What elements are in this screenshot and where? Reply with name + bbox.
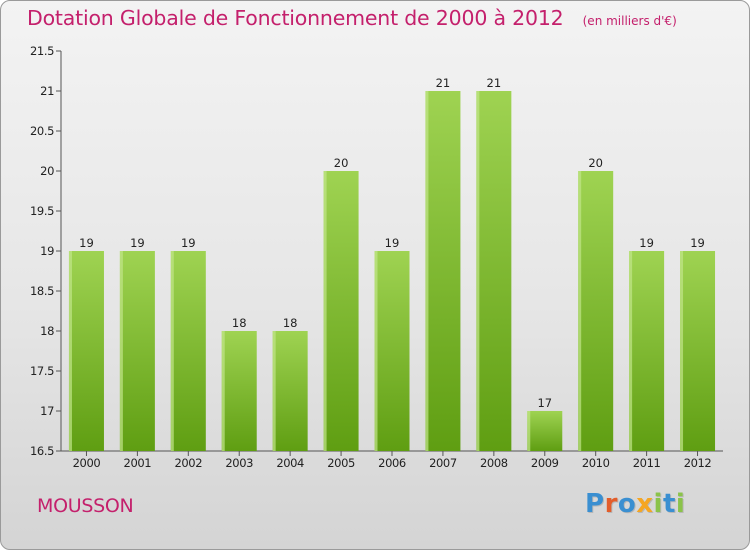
- logo-letter: t: [662, 489, 676, 519]
- data-label: 19: [130, 236, 145, 250]
- x-tick-label: 2010: [582, 456, 610, 470]
- bar: [374, 251, 410, 451]
- x-tick-label: 2004: [276, 456, 304, 470]
- logo-letter: i: [675, 489, 686, 519]
- data-label: 20: [588, 156, 603, 170]
- bar: [68, 251, 104, 451]
- logo-letter: r: [604, 489, 618, 519]
- logo-letter: o: [617, 489, 637, 519]
- logo-letter: x: [636, 489, 654, 519]
- y-tick-label: 19: [40, 244, 54, 258]
- bar-highlight: [578, 171, 582, 451]
- x-tick-label: 2000: [73, 456, 101, 470]
- y-tick-label: 20.5: [30, 124, 54, 138]
- bar-highlight: [68, 251, 72, 451]
- chart-title: Dotation Globale de Fonctionnement de 20…: [27, 6, 564, 30]
- bar-highlight: [119, 251, 123, 451]
- bar: [527, 411, 563, 451]
- y-tick-label: 19.5: [30, 204, 54, 218]
- logo-letter: i: [653, 489, 663, 519]
- bar: [323, 171, 359, 451]
- bar: [272, 331, 308, 451]
- y-tick-label: 20: [40, 164, 54, 178]
- bar-highlight: [629, 251, 633, 451]
- x-tick-label: 2005: [327, 456, 355, 470]
- data-label: 19: [690, 236, 705, 250]
- data-label: 17: [537, 396, 552, 410]
- bar-highlight: [680, 251, 684, 451]
- bar: [221, 331, 257, 451]
- x-tick-label: 2001: [124, 456, 152, 470]
- data-label: 21: [487, 76, 502, 90]
- data-label: 19: [79, 236, 94, 250]
- bar-highlight: [476, 91, 480, 451]
- x-tick-label: 2003: [225, 456, 253, 470]
- logo-letter: P: [585, 489, 605, 519]
- data-label: 18: [283, 316, 298, 330]
- bar-highlight: [323, 171, 327, 451]
- bar-highlight: [374, 251, 378, 451]
- y-tick-label: 18: [40, 324, 54, 338]
- bar: [680, 251, 716, 451]
- data-label: 19: [385, 236, 400, 250]
- x-tick-label: 2006: [378, 456, 406, 470]
- x-tick-label: 2011: [633, 456, 661, 470]
- y-tick-label: 17.5: [30, 364, 54, 378]
- bar: [170, 251, 206, 451]
- bar: [629, 251, 665, 451]
- y-tick-label: 16.5: [30, 444, 54, 458]
- bar-highlight: [170, 251, 174, 451]
- bar-highlight: [272, 331, 276, 451]
- data-label: 21: [436, 76, 451, 90]
- bar: [476, 91, 512, 451]
- bar-highlight: [221, 331, 225, 451]
- x-tick-label: 2012: [684, 456, 712, 470]
- data-label: 20: [334, 156, 349, 170]
- x-tick-label: 2008: [480, 456, 508, 470]
- commune-name: MOUSSON: [37, 495, 134, 517]
- x-tick-label: 2007: [429, 456, 457, 470]
- y-tick-label: 21: [40, 84, 54, 98]
- y-tick-label: 21.5: [30, 44, 54, 58]
- chart-title-row: Dotation Globale de Fonctionnement de 20…: [27, 6, 747, 30]
- y-tick-label: 18.5: [30, 284, 54, 298]
- bar: [119, 251, 155, 451]
- bar-highlight: [425, 91, 429, 451]
- y-tick-label: 17: [40, 404, 54, 418]
- data-label: 18: [232, 316, 247, 330]
- proxiti-logo: Proxiti: [585, 489, 685, 519]
- x-tick-label: 2002: [174, 456, 202, 470]
- bar-highlight: [527, 411, 531, 451]
- x-tick-label: 2009: [531, 456, 559, 470]
- bar: [578, 171, 614, 451]
- data-label: 19: [639, 236, 654, 250]
- chart-unit-note: (en milliers d'€): [582, 14, 677, 28]
- bar: [425, 91, 461, 451]
- data-label: 19: [181, 236, 196, 250]
